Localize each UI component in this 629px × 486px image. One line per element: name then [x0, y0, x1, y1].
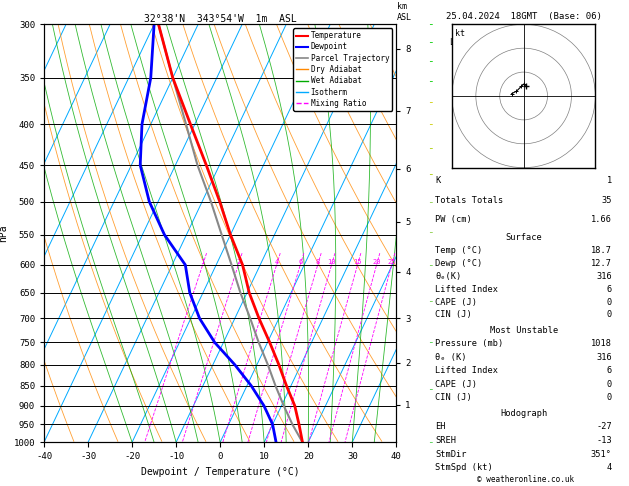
- Text: 6: 6: [298, 259, 303, 265]
- Text: -: -: [428, 119, 434, 129]
- Text: Totals Totals: Totals Totals: [435, 196, 504, 205]
- Text: CAPE (J): CAPE (J): [435, 297, 477, 307]
- Text: CIN (J): CIN (J): [435, 311, 472, 319]
- Text: -: -: [428, 296, 434, 307]
- Text: -: -: [428, 384, 434, 394]
- Text: LCL: LCL: [449, 37, 464, 47]
- Text: -: -: [428, 76, 434, 86]
- Text: 18.7: 18.7: [591, 246, 612, 255]
- Text: km
ASL: km ASL: [397, 2, 412, 22]
- Text: 0: 0: [606, 393, 612, 402]
- Text: PW (cm): PW (cm): [435, 215, 472, 224]
- Text: 8: 8: [316, 259, 320, 265]
- Text: 12.7: 12.7: [591, 259, 612, 268]
- Text: θₑ(K): θₑ(K): [435, 272, 462, 281]
- Text: Dewp (°C): Dewp (°C): [435, 259, 482, 268]
- Text: 25.04.2024  18GMT  (Base: 06): 25.04.2024 18GMT (Base: 06): [446, 12, 601, 21]
- X-axis label: Dewpoint / Temperature (°C): Dewpoint / Temperature (°C): [141, 467, 299, 477]
- Text: EH: EH: [435, 422, 446, 432]
- Text: -: -: [428, 56, 434, 66]
- Text: -: -: [428, 437, 434, 447]
- Text: Lifted Index: Lifted Index: [435, 366, 498, 375]
- Text: -: -: [428, 143, 434, 153]
- Text: -: -: [428, 197, 434, 207]
- Text: CAPE (J): CAPE (J): [435, 380, 477, 388]
- Text: 1: 1: [201, 259, 205, 265]
- Text: 316: 316: [596, 353, 612, 362]
- Text: 316: 316: [596, 272, 612, 281]
- Y-axis label: hPa: hPa: [0, 225, 8, 242]
- Text: Surface: Surface: [505, 233, 542, 243]
- Text: θₑ (K): θₑ (K): [435, 353, 467, 362]
- Text: StmSpd (kt): StmSpd (kt): [435, 463, 493, 472]
- Text: -: -: [428, 337, 434, 347]
- Text: 0: 0: [606, 380, 612, 388]
- Text: 10: 10: [327, 259, 336, 265]
- Text: -27: -27: [596, 422, 612, 432]
- Text: 351°: 351°: [591, 450, 612, 459]
- Text: -: -: [428, 97, 434, 107]
- Text: K: K: [435, 176, 441, 185]
- Text: -13: -13: [596, 436, 612, 445]
- Text: Pressure (mb): Pressure (mb): [435, 339, 504, 348]
- Text: Temp (°C): Temp (°C): [435, 246, 482, 255]
- Text: Lifted Index: Lifted Index: [435, 285, 498, 294]
- Text: 20: 20: [372, 259, 381, 265]
- Text: 0: 0: [606, 311, 612, 319]
- Text: CIN (J): CIN (J): [435, 393, 472, 402]
- Text: 4: 4: [274, 259, 279, 265]
- Legend: Temperature, Dewpoint, Parcel Trajectory, Dry Adiabat, Wet Adiabat, Isotherm, Mi: Temperature, Dewpoint, Parcel Trajectory…: [293, 28, 392, 111]
- Text: 15: 15: [353, 259, 362, 265]
- Text: -: -: [428, 19, 434, 29]
- Text: 1: 1: [606, 176, 612, 185]
- Text: -: -: [428, 260, 434, 270]
- Text: StmDir: StmDir: [435, 450, 467, 459]
- Text: 25: 25: [387, 259, 396, 265]
- Text: 0: 0: [606, 297, 612, 307]
- Text: 2: 2: [237, 259, 240, 265]
- Text: © weatheronline.co.uk: © weatheronline.co.uk: [477, 474, 574, 484]
- Text: Hodograph: Hodograph: [500, 409, 547, 418]
- Text: 6: 6: [606, 285, 612, 294]
- Text: 1018: 1018: [591, 339, 612, 348]
- Text: Most Unstable: Most Unstable: [489, 326, 558, 335]
- Text: 6: 6: [606, 366, 612, 375]
- Text: kt: kt: [455, 29, 465, 37]
- Text: SREH: SREH: [435, 436, 457, 445]
- Title: 32°38'N  343°54'W  1m  ASL: 32°38'N 343°54'W 1m ASL: [144, 14, 296, 23]
- Text: 4: 4: [606, 463, 612, 472]
- Text: 35: 35: [601, 196, 612, 205]
- Text: -: -: [428, 227, 434, 237]
- Text: -: -: [428, 37, 434, 47]
- Text: 1.66: 1.66: [591, 215, 612, 224]
- Text: -: -: [428, 169, 434, 179]
